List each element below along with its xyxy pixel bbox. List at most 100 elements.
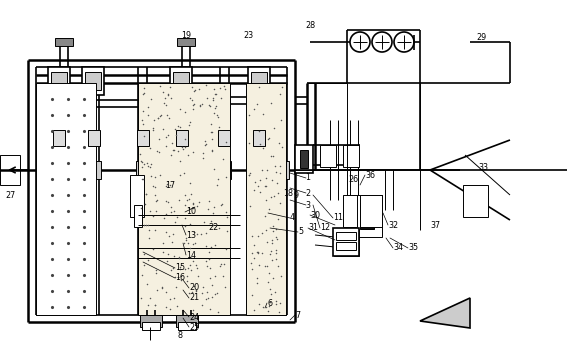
- Point: [202, 141, 211, 146]
- Point: [185, 254, 194, 260]
- Text: 8: 8: [178, 330, 183, 340]
- Point: [209, 204, 218, 210]
- Text: 20: 20: [189, 283, 199, 293]
- Point: [150, 227, 159, 233]
- Point: [218, 156, 227, 162]
- Bar: [217, 161, 231, 179]
- Point: [162, 199, 171, 204]
- Point: [137, 117, 146, 123]
- Point: [171, 284, 180, 290]
- Point: [247, 233, 256, 239]
- Point: [159, 101, 168, 106]
- Point: [266, 194, 276, 200]
- Point: [139, 251, 149, 257]
- Point: [147, 96, 156, 102]
- Point: [139, 161, 149, 167]
- Bar: [360, 195, 382, 227]
- Point: [201, 230, 210, 236]
- Text: 13: 13: [186, 230, 196, 240]
- Point: [141, 201, 150, 207]
- Polygon shape: [420, 298, 470, 328]
- Point: [170, 208, 179, 214]
- Point: [175, 264, 184, 270]
- Bar: [218, 130, 230, 146]
- Point: [210, 274, 219, 279]
- Point: [206, 129, 215, 135]
- Point: [137, 295, 146, 300]
- Bar: [176, 315, 198, 327]
- Point: [149, 127, 158, 133]
- Point: [162, 143, 171, 149]
- Point: [213, 112, 222, 118]
- Point: [206, 121, 215, 127]
- Point: [159, 249, 168, 255]
- Point: [164, 233, 174, 239]
- Point: [257, 167, 266, 173]
- Point: [176, 273, 185, 279]
- Point: [222, 246, 231, 252]
- Point: [205, 265, 214, 271]
- Point: [202, 258, 211, 264]
- Point: [162, 289, 171, 295]
- Point: [152, 198, 161, 204]
- Point: [209, 210, 218, 216]
- Point: [265, 252, 274, 257]
- Point: [222, 228, 231, 234]
- Point: [262, 197, 271, 203]
- Point: [257, 250, 266, 256]
- Point: [253, 280, 262, 286]
- Point: [176, 172, 185, 178]
- Bar: [336, 242, 356, 250]
- Point: [276, 117, 285, 123]
- Point: [174, 255, 183, 260]
- Point: [143, 112, 153, 117]
- Point: [189, 106, 198, 112]
- Point: [218, 273, 227, 279]
- Point: [138, 176, 147, 182]
- Point: [208, 130, 217, 135]
- Point: [153, 115, 162, 121]
- Point: [267, 248, 276, 253]
- Point: [268, 240, 277, 246]
- Point: [255, 189, 264, 194]
- Point: [210, 110, 219, 115]
- Point: [208, 147, 217, 153]
- Point: [213, 290, 222, 295]
- Bar: [82, 67, 104, 95]
- Point: [266, 100, 275, 105]
- Point: [249, 307, 259, 313]
- Point: [221, 174, 230, 179]
- Point: [245, 204, 254, 209]
- Point: [207, 136, 216, 142]
- Point: [271, 226, 280, 231]
- Point: [181, 235, 191, 241]
- Point: [170, 147, 179, 153]
- Point: [142, 192, 151, 197]
- Point: [143, 104, 153, 110]
- Point: [261, 304, 270, 310]
- Text: 33: 33: [478, 163, 488, 173]
- Text: 32: 32: [388, 220, 398, 230]
- Point: [148, 125, 157, 131]
- Point: [264, 279, 273, 285]
- Text: 6: 6: [267, 298, 272, 308]
- Text: 26: 26: [348, 176, 358, 184]
- Point: [139, 91, 148, 96]
- Point: [248, 250, 257, 256]
- Text: 2: 2: [305, 188, 310, 198]
- Point: [271, 257, 280, 262]
- Point: [253, 249, 263, 255]
- Point: [274, 140, 283, 146]
- Point: [188, 205, 197, 211]
- Bar: [248, 67, 270, 95]
- Point: [264, 206, 273, 211]
- Point: [248, 266, 257, 272]
- Point: [169, 253, 178, 259]
- Point: [139, 262, 149, 268]
- Point: [272, 250, 281, 256]
- Point: [186, 262, 195, 268]
- Point: [262, 167, 271, 173]
- Point: [205, 103, 214, 108]
- Point: [161, 95, 170, 100]
- Point: [192, 231, 201, 236]
